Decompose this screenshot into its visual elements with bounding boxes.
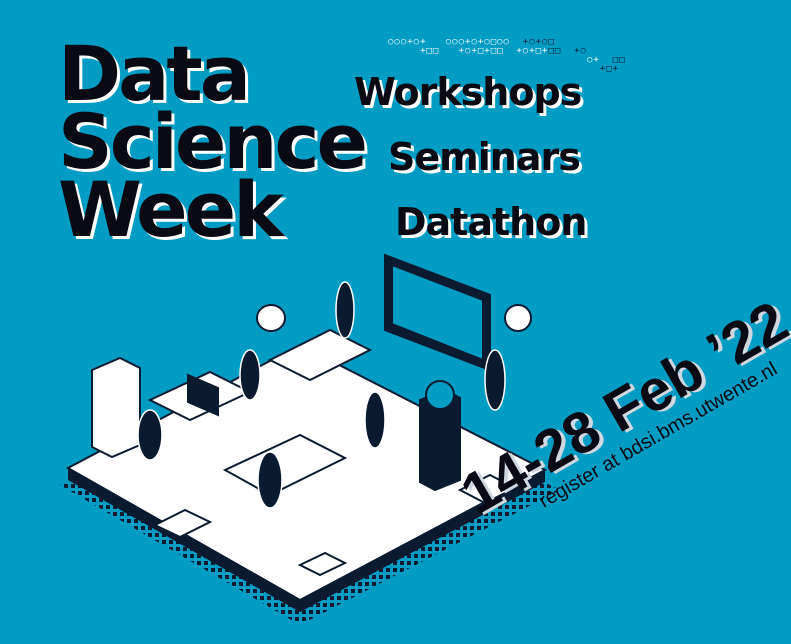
server-rack (91, 356, 141, 459)
monitor (187, 373, 219, 417)
speech-bubble-icon (256, 304, 286, 332)
speech-bubble-icon (504, 304, 532, 332)
person-standing (484, 349, 506, 411)
title-line-data: Data (58, 29, 251, 118)
person-computer (137, 409, 163, 461)
decorative-symbol-pattern: ○○○+○+ ○○○+○+○□○○ +○+○□ +□□ +○+□+□□ +○+□… (388, 37, 626, 74)
person-laptop (257, 451, 283, 509)
box-front (152, 508, 213, 539)
person-presenter (335, 281, 355, 339)
event-workshops: Workshops (354, 70, 582, 114)
box-right (457, 473, 518, 505)
title-line-science: Science (58, 97, 368, 186)
person-running (364, 391, 386, 449)
event-datathon: Datathon (395, 200, 587, 244)
person-sitting-woman (239, 349, 261, 401)
title-line-week: Week (58, 165, 284, 254)
event-seminars: Seminars (388, 135, 581, 179)
desk-front (222, 433, 348, 497)
poster-title: Data Science Week (58, 29, 368, 254)
desk-center (267, 328, 373, 382)
box-bottom (297, 551, 348, 577)
